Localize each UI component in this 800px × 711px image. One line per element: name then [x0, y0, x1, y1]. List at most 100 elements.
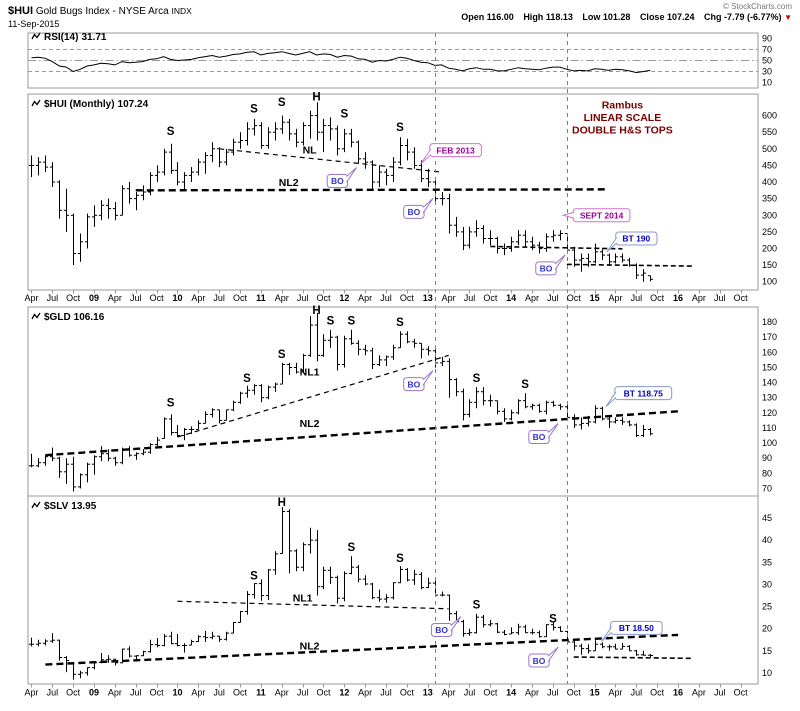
- callout-text: BO: [533, 656, 546, 666]
- x-tick-label: Jul: [130, 293, 142, 303]
- high-value: 118.13: [545, 12, 573, 22]
- x-tick-label: Apr: [275, 688, 289, 698]
- y-tick-label: 110: [762, 423, 776, 433]
- callout-tail: [450, 616, 462, 632]
- x-tick-label: Oct: [150, 688, 165, 698]
- slv-panel-label: $SLV 13.95: [31, 500, 96, 513]
- symbol-name: Gold Bugs Index - NYSE Arca: [35, 6, 169, 17]
- neckline: [45, 633, 679, 666]
- neckline-label: NL: [303, 144, 318, 156]
- x-tick-label: Oct: [233, 293, 248, 303]
- callout-text: BO: [331, 176, 344, 186]
- x-tick-label: Oct: [316, 293, 331, 303]
- x-tick-label: Oct: [400, 688, 415, 698]
- x-tick-label: Jul: [47, 688, 59, 698]
- callout-tail: [420, 148, 432, 165]
- y-tick-label: 500: [762, 144, 777, 154]
- x-tick-label: Jul: [464, 293, 476, 303]
- panel-gld: [28, 313, 679, 492]
- chart-note-line: LINEAR SCALE: [584, 112, 662, 124]
- x-tick-label: Apr: [358, 688, 372, 698]
- panel-border-hui: [27, 93, 759, 291]
- rsi-panel-label: RSI(14) 31.71: [31, 31, 106, 44]
- neckline: [566, 263, 692, 267]
- neckline-label: NL1: [300, 367, 320, 379]
- y-tick-label: 15: [762, 646, 772, 656]
- x-tick-label: Apr: [608, 688, 622, 698]
- neckline: [490, 245, 623, 250]
- x-tick-label: Jul: [380, 293, 392, 303]
- hs-letter: S: [278, 97, 286, 109]
- x-tick-label: Apr: [191, 293, 205, 303]
- gld-panel-title: $GLD: [44, 312, 71, 323]
- y-tick-label: 160: [762, 347, 777, 357]
- callout-tail: [547, 423, 559, 439]
- x-tick-label: 15: [590, 688, 600, 698]
- x-tick-label: Apr: [275, 293, 289, 303]
- x-tick-label: Oct: [150, 293, 165, 303]
- neckline: [177, 354, 449, 438]
- hs-letter: S: [396, 122, 404, 134]
- hs-letter: S: [396, 317, 404, 329]
- callout-tail: [601, 626, 612, 642]
- y-tick-label: 70: [762, 483, 772, 493]
- hs-letter: S: [473, 373, 481, 385]
- high-label: High: [523, 12, 544, 22]
- x-tick-label: 14: [506, 688, 516, 698]
- x-tick-label: Jul: [631, 688, 643, 698]
- callout-tail: [422, 370, 434, 386]
- hs-letter: S: [396, 553, 404, 565]
- callout-tail: [606, 237, 618, 253]
- y-tick-label: 150: [762, 260, 777, 270]
- neckline: [573, 656, 692, 660]
- chg-value: -7.79 (-6.77%): [724, 12, 782, 22]
- y-tick-label: 170: [762, 332, 777, 342]
- x-tick-label: Oct: [66, 688, 81, 698]
- indicator-icon: [31, 31, 41, 44]
- copyright: © StockCharts.com: [722, 2, 792, 11]
- hs-letter: H: [312, 305, 320, 317]
- y-tick-label: 100: [762, 277, 777, 287]
- x-tick-label: Apr: [692, 293, 706, 303]
- callout-tail: [422, 198, 434, 214]
- rsi-line: [31, 51, 651, 74]
- y-tick-label: 30: [762, 67, 772, 77]
- x-tick-label: Apr: [191, 688, 205, 698]
- chg-label: Chg: [704, 12, 722, 22]
- x-tick-label: 13: [423, 688, 433, 698]
- y-tick-label: 70: [762, 45, 772, 55]
- callout-text: BO: [540, 264, 553, 274]
- x-tick-label: 09: [89, 293, 99, 303]
- x-tick-label: Jul: [714, 293, 726, 303]
- x-tick-label: Oct: [233, 688, 248, 698]
- y-tick-label: 120: [762, 408, 777, 418]
- open-value: 116.00: [486, 12, 514, 22]
- x-tick-label: Apr: [358, 293, 372, 303]
- callout-text: BT 18.50: [619, 623, 654, 633]
- symbol: $HUI: [8, 5, 34, 17]
- callout-text: BT 118.75: [624, 388, 663, 398]
- exchange: INDX: [171, 6, 192, 16]
- x-tick-label: Jul: [297, 293, 309, 303]
- y-tick-label: 10: [762, 668, 772, 678]
- y-tick-label: 35: [762, 557, 772, 567]
- x-tick-label: Jul: [547, 293, 559, 303]
- y-tick-label: 20: [762, 624, 772, 634]
- x-tick-label: 13: [423, 293, 433, 303]
- y-tick-label: 300: [762, 210, 777, 220]
- chart-note-line: DOUBLE H&S TOPS: [572, 124, 673, 136]
- x-tick-label: 16: [673, 688, 683, 698]
- neckline-label: NL2: [279, 177, 299, 189]
- panel-slv: [28, 507, 692, 680]
- y-tick-label: 100: [762, 438, 777, 448]
- x-tick-label: Oct: [483, 688, 498, 698]
- low-label: Low: [582, 12, 601, 22]
- panel-border-slv: [27, 495, 759, 685]
- x-tick-label: Jul: [47, 293, 59, 303]
- callout-text: BO: [533, 432, 546, 442]
- gld-panel-value: 106.16: [73, 312, 105, 323]
- y-tick-label: 10: [762, 78, 772, 88]
- x-tick-label: Jul: [130, 688, 142, 698]
